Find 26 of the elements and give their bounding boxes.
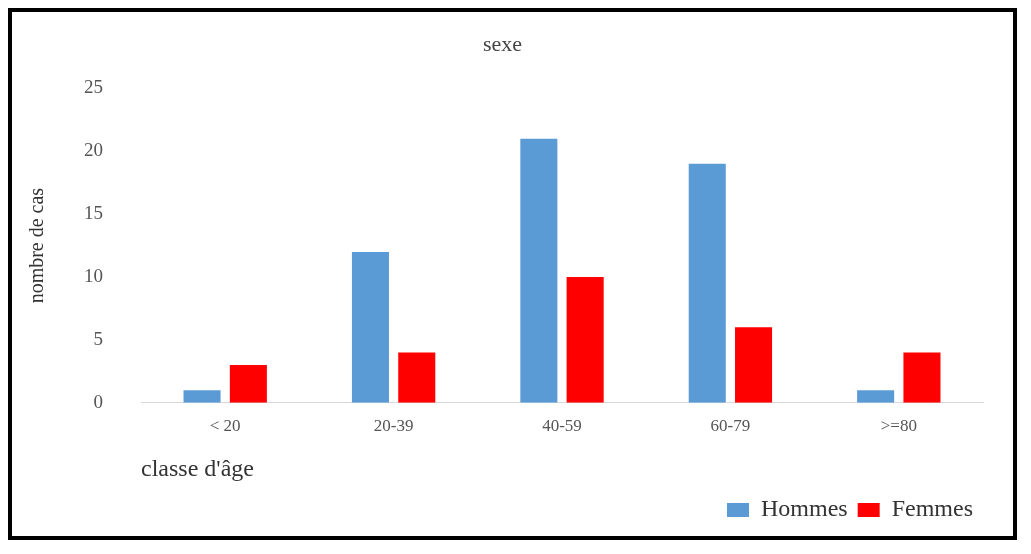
x-tick-label: >=80 (880, 416, 917, 436)
y-axis-title: nombre de cas (25, 187, 48, 304)
x-axis-title: classe d'âge (141, 454, 254, 481)
bar (398, 352, 436, 403)
y-tick-label: 25 (84, 76, 103, 98)
y-tick-label: 10 (84, 265, 103, 287)
legend-label: Hommes (761, 495, 848, 522)
bar (735, 327, 773, 403)
x-tick-label: 20-39 (373, 416, 414, 436)
legend-label: Femmes (891, 495, 973, 522)
bar (183, 390, 221, 403)
x-tick-label: < 20 (209, 416, 241, 436)
chart-title: sexe (482, 30, 523, 56)
x-tick-label: 40-59 (542, 416, 582, 436)
bar (857, 390, 895, 403)
y-tick-label: 5 (93, 327, 103, 349)
bar (520, 138, 558, 403)
bar (688, 163, 726, 403)
bar (566, 277, 604, 403)
y-tick-label: 0 (93, 390, 103, 412)
bar (229, 365, 267, 403)
x-tick-label: 60-79 (710, 416, 751, 436)
y-tick-label: 20 (84, 139, 103, 161)
bar (351, 251, 389, 403)
bar (903, 352, 941, 403)
y-tick-label: 15 (84, 202, 103, 224)
